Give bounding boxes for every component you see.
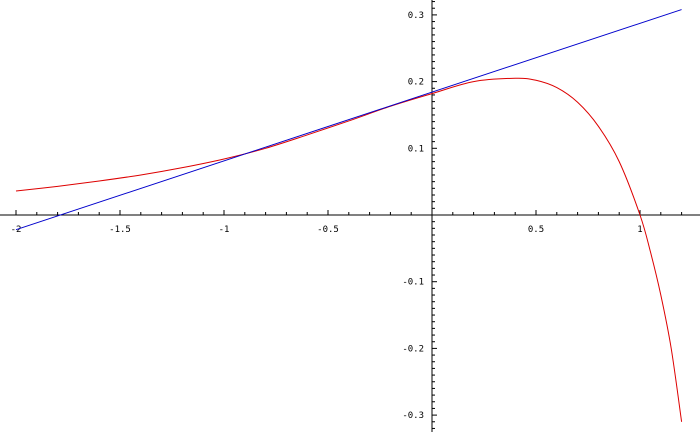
y-tick-label: 0.2 [408,78,424,88]
tangent-series-line [15,9,682,231]
ticks: -2 -1.5 -1 -0.5 0.5 1 0.3 0.2 0.1 -0.1 -0.2 -0.3 [11,1,683,429]
x-tick-label: 0.5 [528,225,544,235]
x-tick-label: -0.5 [317,225,339,235]
y-tick-label: 0.3 [408,11,424,21]
y-tick-label: -0.1 [402,278,424,288]
x-tick-label: -1 [219,225,230,235]
series-layer [15,9,683,422]
curve-series-line [15,77,683,422]
x-tick-label: -1.5 [109,225,131,235]
x-tick-label: -2 [11,225,22,235]
x-tick-label: 1 [637,225,642,235]
y-tick-label: -0.2 [402,344,424,354]
y-tick-label: 0.1 [408,144,424,154]
y-tick-label: -0.3 [402,411,424,421]
